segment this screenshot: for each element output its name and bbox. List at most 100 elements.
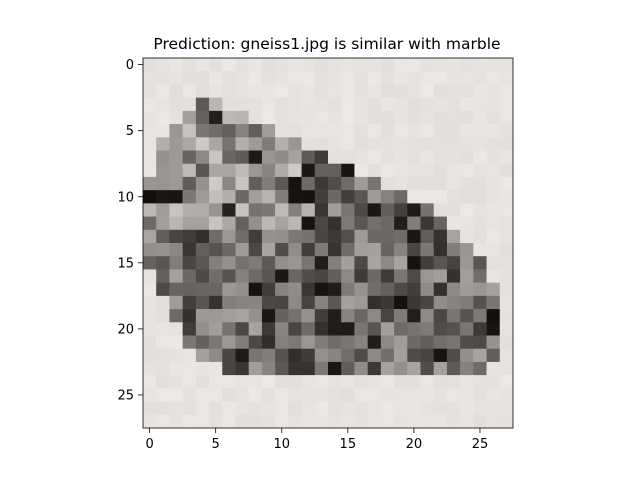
image-pixel — [394, 176, 408, 191]
image-pixel — [275, 243, 289, 257]
image-pixel — [248, 110, 263, 125]
image-pixel — [394, 229, 408, 244]
image-pixel — [354, 124, 368, 138]
image-pixel — [354, 176, 368, 191]
image-pixel — [143, 414, 157, 429]
image-pixel — [433, 401, 448, 416]
image-pixel — [209, 58, 223, 72]
image-pixel — [367, 97, 382, 112]
image-pixel — [407, 216, 421, 231]
image-pixel — [328, 243, 342, 257]
image-pixel — [420, 163, 435, 178]
image-pixel — [209, 150, 223, 165]
y-tick-label: 10 — [117, 190, 134, 205]
image-pixel — [473, 71, 487, 85]
image-pixel — [209, 243, 223, 257]
image-pixel — [341, 269, 355, 283]
image-pixel — [499, 150, 514, 165]
image-pixel — [248, 414, 263, 429]
image-pixel — [275, 322, 289, 336]
image-pixel — [341, 322, 355, 336]
image-pixel — [446, 190, 461, 204]
image-pixel — [261, 282, 276, 297]
image-pixel — [209, 71, 223, 85]
image-pixel — [156, 163, 170, 178]
image-pixel — [248, 282, 263, 297]
image-pixel — [486, 190, 501, 204]
image-pixel — [394, 388, 408, 402]
image-pixel — [499, 388, 514, 402]
image-pixel — [288, 137, 302, 151]
image-pixel — [288, 388, 302, 402]
image-pixel — [367, 229, 382, 244]
image-pixel — [407, 256, 421, 270]
image-pixel — [301, 414, 316, 429]
image-pixel — [473, 124, 487, 138]
image-pixel — [407, 163, 421, 178]
image-pixel — [169, 348, 183, 363]
image-pixel — [288, 84, 302, 98]
image-pixel — [195, 269, 210, 283]
image-pixel — [248, 322, 263, 336]
image-pixel — [261, 256, 276, 270]
image-pixel — [394, 216, 408, 231]
image-pixel — [460, 216, 474, 231]
image-pixel — [275, 348, 289, 363]
image-pixel — [301, 176, 316, 191]
image-pixel — [367, 322, 382, 336]
image-pixel — [367, 348, 382, 363]
image-pixel — [460, 110, 474, 125]
image-pixel — [235, 375, 250, 389]
image-pixel — [182, 361, 197, 376]
image-pixel — [288, 322, 302, 336]
image-pixel — [420, 216, 435, 231]
image-pixel — [314, 348, 329, 363]
image-pixel — [222, 124, 236, 138]
image-pixel — [288, 401, 302, 416]
image-pixel — [367, 256, 382, 270]
image-pixel — [248, 84, 263, 98]
image-pixel — [222, 84, 236, 98]
image-pixel — [354, 388, 368, 402]
image-pixel — [195, 388, 210, 402]
image-pixel — [248, 361, 263, 376]
image-pixel — [222, 322, 236, 336]
image-pixel — [446, 348, 461, 363]
image-pixel — [261, 295, 276, 310]
image-pixel — [156, 414, 170, 429]
image-pixel — [394, 124, 408, 138]
image-pixel — [354, 58, 368, 72]
image-pixel — [195, 322, 210, 336]
image-pixel — [341, 203, 355, 217]
image-pixel — [275, 84, 289, 98]
image-pixel — [380, 414, 395, 429]
image-pixel — [248, 401, 263, 416]
image-pixel — [328, 176, 342, 191]
image-pixel — [143, 150, 157, 165]
image-pixel — [156, 322, 170, 336]
image-pixel — [169, 361, 183, 376]
image-pixel — [275, 97, 289, 112]
y-tick-label: 25 — [117, 388, 134, 403]
image-pixel — [182, 401, 197, 416]
image-pixel — [380, 137, 395, 151]
image-pixel — [209, 163, 223, 178]
image-pixel — [433, 375, 448, 389]
image-pixel — [420, 137, 435, 151]
image-pixel — [182, 71, 197, 85]
x-tick-label: 10 — [273, 437, 290, 452]
image-pixel — [328, 124, 342, 138]
image-pixel — [275, 388, 289, 402]
image-pixel — [460, 203, 474, 217]
image-pixel — [288, 269, 302, 283]
image-pixel — [169, 216, 183, 231]
image-pixel — [328, 322, 342, 336]
image-pixel — [394, 137, 408, 151]
image-pixel — [499, 203, 514, 217]
image-pixel — [195, 110, 210, 125]
image-pixel — [143, 361, 157, 376]
image-pixel — [143, 137, 157, 151]
image-pixel — [169, 243, 183, 257]
image-pixel — [156, 58, 170, 72]
image-pixel — [314, 401, 329, 416]
